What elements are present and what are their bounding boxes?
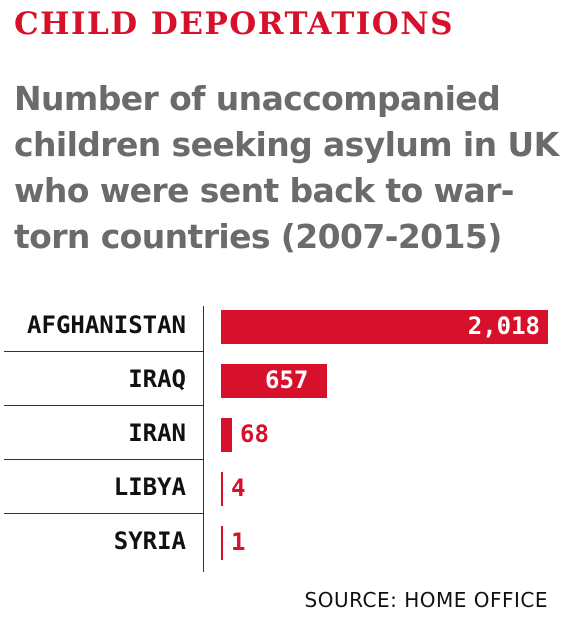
bar <box>221 310 548 344</box>
bar <box>221 418 233 452</box>
category-label: SYRIA <box>113 527 186 555</box>
category-label: AFGHANISTAN <box>27 311 186 339</box>
category-label: IRAN <box>128 419 186 447</box>
row-divider <box>4 513 203 514</box>
category-axis-line <box>203 306 204 572</box>
value-label: 2,018 <box>467 312 540 340</box>
bar-row: IRAN 68 <box>0 406 564 460</box>
bar-row: LIBYA 4 <box>0 460 564 514</box>
bar-row: SYRIA 1 <box>0 514 564 568</box>
value-label: 1 <box>231 528 246 556</box>
category-label: LIBYA <box>113 473 186 501</box>
source-note: SOURCE: HOME OFFICE <box>304 588 548 612</box>
bar-row: AFGHANISTAN 2,018 <box>0 298 564 352</box>
row-divider <box>4 405 203 406</box>
chart-kicker: CHILD DEPORTATIONS <box>14 6 455 42</box>
row-divider <box>4 351 203 352</box>
bar-chart: AFGHANISTAN 2,018 IRAQ 657 IRAN 68 LIBYA 4 SYRIA… <box>0 298 564 582</box>
bar-row: IRAQ 657 <box>0 352 564 406</box>
bar <box>221 364 328 398</box>
chart-headline: Number of unaccompanied children seeking… <box>14 79 559 256</box>
value-label: 657 <box>265 366 309 394</box>
row-divider <box>4 459 203 460</box>
bar <box>221 526 223 560</box>
category-label: IRAQ <box>128 365 186 393</box>
bar <box>221 472 223 506</box>
value-label: 4 <box>231 474 246 502</box>
value-label: 68 <box>240 420 269 448</box>
